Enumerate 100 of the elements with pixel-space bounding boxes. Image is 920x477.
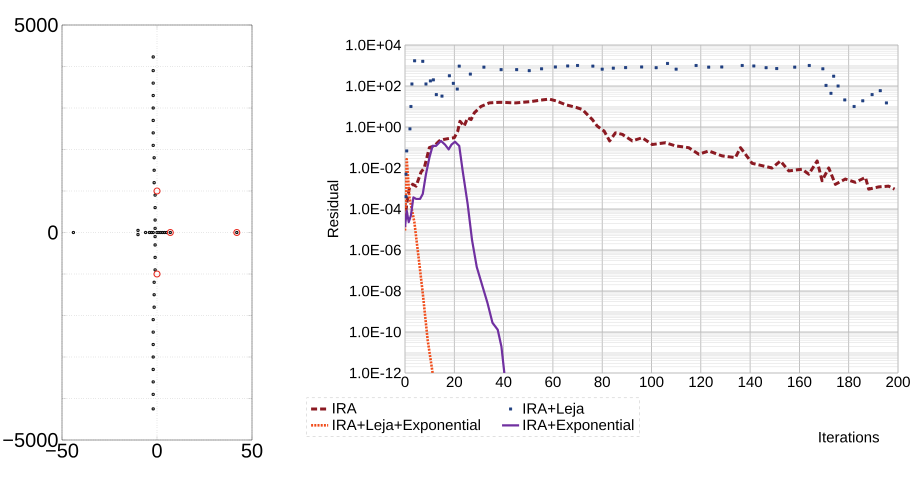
y-tick-label: 1.0E-02 [350, 162, 401, 174]
point [153, 206, 157, 210]
x-tick-label: 140 [738, 376, 762, 388]
x-tick-label: 50 [242, 444, 262, 458]
x-tick-label: 100 [640, 376, 664, 388]
point [554, 65, 557, 68]
point [448, 74, 451, 78]
point [458, 64, 461, 68]
point [152, 106, 155, 110]
point [152, 81, 155, 85]
x-tick-label: 180 [837, 376, 861, 388]
point [884, 101, 888, 104]
point [404, 195, 408, 198]
point [153, 218, 157, 222]
point [153, 235, 157, 238]
point [707, 66, 710, 69]
point [152, 380, 155, 384]
x-tick-label: 120 [689, 376, 713, 388]
point [424, 82, 428, 86]
point [434, 93, 438, 96]
y-tick-label: 1.0E+00 [346, 122, 401, 132]
point [152, 392, 155, 396]
point [152, 306, 156, 309]
point [413, 59, 416, 62]
point [468, 72, 472, 76]
legend-label: IRA+Leja+Exponential [333, 419, 480, 434]
point [566, 64, 570, 68]
line-series [405, 140, 506, 373]
point [152, 355, 155, 359]
point [410, 82, 414, 86]
x-tick-label: 80 [594, 376, 610, 388]
point [404, 172, 408, 176]
x-tick-label: 40 [496, 376, 512, 388]
point [421, 60, 424, 63]
point [153, 268, 157, 272]
point [408, 127, 412, 130]
point [153, 187, 161, 195]
point [793, 66, 796, 69]
point [600, 68, 604, 71]
y-tick-label: 5000 [14, 18, 58, 32]
point [775, 67, 778, 70]
point [432, 78, 435, 82]
legend-label: IRA+Leja [524, 402, 584, 417]
point [500, 68, 503, 72]
point [152, 131, 155, 135]
point [482, 66, 486, 69]
y-tick-label: 1.0E-08 [350, 286, 401, 296]
y-tick-label: 1.0E-04 [350, 204, 402, 214]
point [852, 105, 856, 108]
point [440, 94, 444, 98]
point [152, 69, 155, 72]
point [136, 228, 140, 232]
point [808, 64, 811, 67]
point [72, 230, 76, 234]
point [694, 64, 698, 67]
y-tick-label: 1.0E+02 [346, 80, 401, 92]
point [832, 74, 836, 78]
point [153, 270, 161, 278]
x-tick-label: 20 [446, 376, 462, 388]
point [152, 156, 156, 160]
point [152, 144, 155, 148]
y-tick-label: 1.0E-06 [350, 244, 401, 256]
y-tick-label: 1.0E+04 [346, 40, 402, 50]
point [153, 256, 157, 260]
y-tick-label: 0 [48, 225, 58, 240]
point [528, 69, 531, 72]
point [152, 368, 155, 372]
x-tick-label: 60 [545, 376, 561, 388]
y-axis-title: Residual [327, 180, 338, 237]
point [152, 94, 155, 98]
point [515, 68, 518, 72]
point [153, 226, 157, 230]
point [591, 64, 594, 68]
point [674, 68, 678, 71]
point [405, 149, 408, 152]
point [152, 342, 155, 346]
point [152, 55, 155, 59]
x-tick-label: 200 [886, 376, 910, 388]
point [540, 67, 544, 70]
x-tick-label: 0 [152, 444, 162, 458]
point [152, 280, 156, 284]
point [152, 330, 155, 334]
point [624, 66, 628, 70]
point [640, 65, 644, 68]
point [764, 66, 768, 70]
point [153, 243, 157, 247]
point [144, 230, 148, 234]
point [752, 64, 756, 68]
point [666, 62, 670, 65]
x-tick-label: 0 [401, 376, 409, 388]
point [152, 181, 156, 184]
point [452, 82, 455, 85]
point [152, 118, 155, 122]
point [861, 99, 864, 102]
point [878, 89, 882, 92]
y-tick-label: 1.0E-12 [350, 368, 401, 378]
point [654, 66, 658, 70]
point [829, 92, 832, 95]
point [612, 66, 615, 70]
x-axis-title: Iterations [819, 431, 879, 442]
